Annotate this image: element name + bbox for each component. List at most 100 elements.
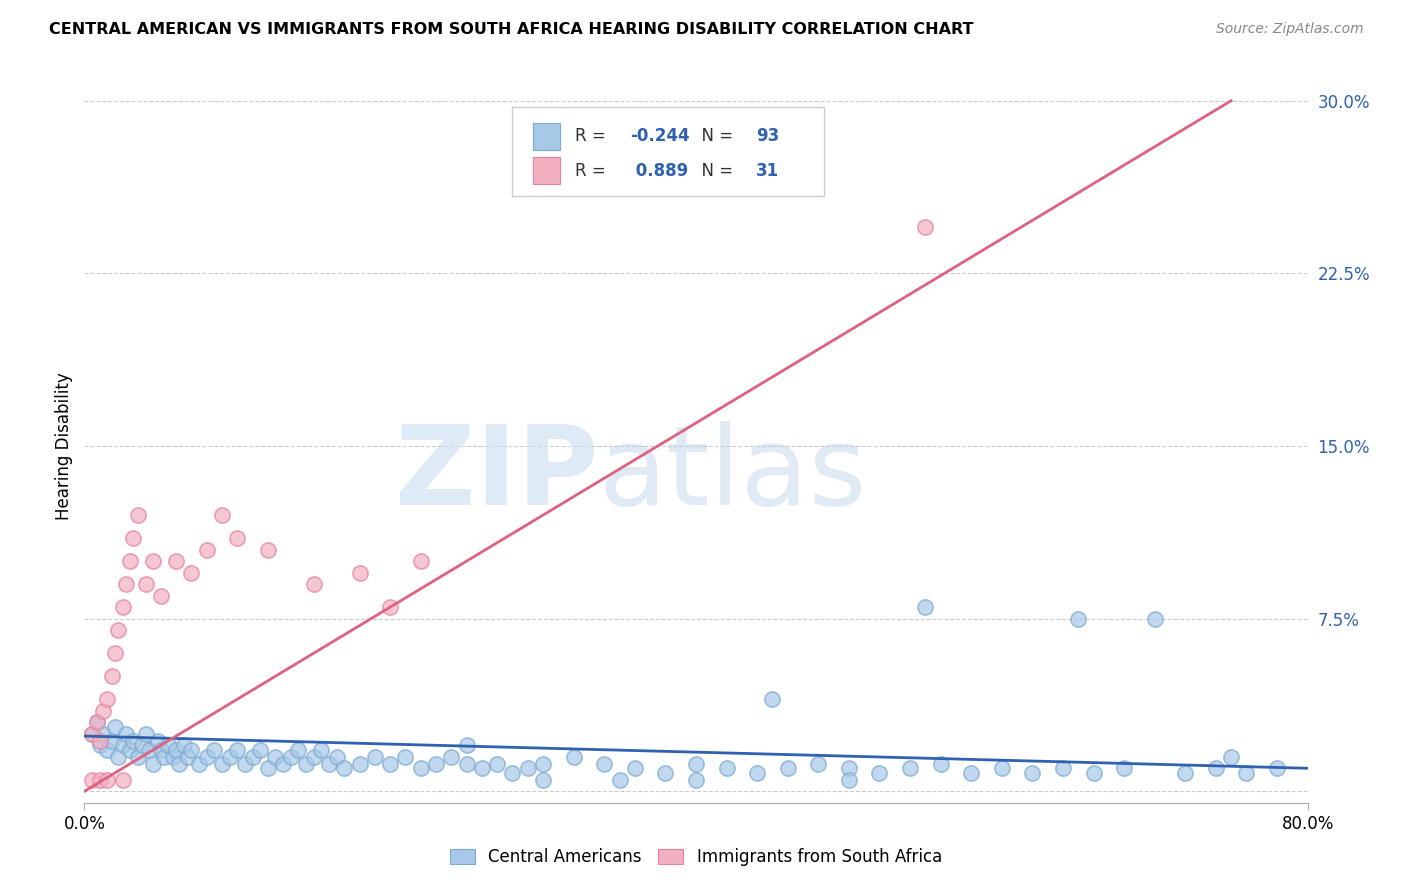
Point: [1205, 761, 1227, 775]
Point: [747, 765, 769, 780]
Point: [135, 727, 157, 741]
Point: [1114, 761, 1136, 775]
Text: 93: 93: [756, 128, 779, 145]
Text: 31: 31: [756, 161, 779, 179]
Point: [1052, 761, 1074, 775]
Y-axis label: Hearing Disability: Hearing Disability: [55, 372, 73, 520]
Point: [120, 554, 142, 568]
Point: [122, 733, 145, 747]
Point: [114, 577, 136, 591]
Point: [104, 646, 127, 660]
Point: [233, 756, 256, 771]
Point: [991, 761, 1014, 775]
Point: [127, 508, 149, 522]
Point: [86, 715, 108, 730]
Point: [107, 749, 129, 764]
Point: [302, 749, 325, 764]
Point: [135, 577, 157, 591]
Text: Source: ZipAtlas.com: Source: ZipAtlas.com: [1216, 22, 1364, 37]
Point: [380, 756, 402, 771]
Point: [153, 749, 176, 764]
Point: [271, 756, 294, 771]
Point: [807, 756, 830, 771]
Point: [838, 772, 860, 787]
Point: [502, 765, 524, 780]
Point: [180, 566, 202, 580]
Point: [593, 756, 616, 771]
Point: [471, 761, 494, 775]
Point: [838, 761, 860, 775]
Point: [280, 749, 302, 764]
Point: [80, 727, 103, 741]
Point: [456, 756, 478, 771]
Point: [394, 749, 416, 764]
Point: [302, 577, 325, 591]
Point: [162, 749, 184, 764]
Point: [180, 743, 202, 757]
Point: [516, 761, 538, 775]
Point: [104, 720, 127, 734]
Point: [188, 756, 211, 771]
Point: [960, 765, 983, 780]
Point: [624, 761, 647, 775]
Point: [195, 749, 218, 764]
Text: R =: R =: [575, 161, 610, 179]
Point: [349, 756, 371, 771]
Point: [157, 738, 180, 752]
Point: [685, 772, 707, 787]
Point: [96, 772, 118, 787]
Point: [226, 743, 249, 757]
Text: N =: N =: [692, 161, 738, 179]
Point: [101, 669, 124, 683]
Point: [287, 743, 309, 757]
Point: [264, 749, 287, 764]
Point: [218, 749, 240, 764]
Point: [149, 743, 172, 757]
Point: [914, 220, 936, 235]
Point: [149, 589, 172, 603]
Point: [609, 772, 631, 787]
Point: [456, 738, 478, 752]
Point: [107, 623, 129, 637]
Point: [1265, 761, 1288, 775]
Point: [226, 531, 249, 545]
FancyBboxPatch shape: [513, 107, 824, 196]
Point: [91, 727, 114, 741]
Point: [91, 704, 114, 718]
Point: [325, 749, 347, 764]
Point: [409, 761, 432, 775]
Point: [86, 715, 108, 730]
Point: [211, 508, 233, 522]
Point: [165, 554, 187, 568]
Point: [409, 554, 432, 568]
Point: [257, 761, 280, 775]
Point: [89, 738, 111, 752]
Point: [531, 772, 554, 787]
Point: [96, 743, 118, 757]
Point: [898, 761, 921, 775]
Point: [1143, 612, 1166, 626]
Text: R =: R =: [575, 128, 610, 145]
Point: [425, 756, 447, 771]
Point: [562, 749, 585, 764]
Point: [869, 765, 891, 780]
Point: [111, 738, 134, 752]
Point: [929, 756, 952, 771]
Point: [177, 749, 200, 764]
Point: [380, 600, 402, 615]
Point: [333, 761, 356, 775]
Point: [80, 727, 103, 741]
Text: CENTRAL AMERICAN VS IMMIGRANTS FROM SOUTH AFRICA HEARING DISABILITY CORRELATION : CENTRAL AMERICAN VS IMMIGRANTS FROM SOUT…: [49, 22, 974, 37]
Point: [165, 743, 187, 757]
Point: [349, 566, 371, 580]
Point: [101, 733, 124, 747]
Point: [167, 756, 190, 771]
Legend: Central Americans, Immigrants from South Africa: Central Americans, Immigrants from South…: [443, 842, 949, 873]
Point: [114, 727, 136, 741]
Point: [202, 743, 225, 757]
Point: [257, 542, 280, 557]
Point: [111, 600, 134, 615]
Text: atlas: atlas: [598, 421, 866, 528]
Point: [127, 749, 149, 764]
Point: [318, 756, 340, 771]
